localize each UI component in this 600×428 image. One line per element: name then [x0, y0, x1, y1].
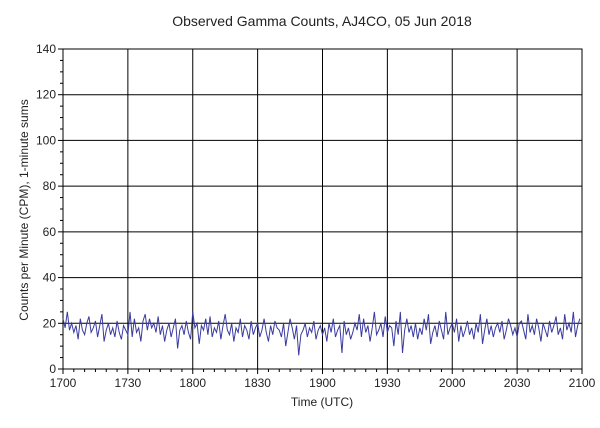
y-tick-label: 40 [43, 271, 57, 285]
x-tick-label: 1830 [244, 376, 271, 390]
y-axis-label: Counts per Minute (CPM), 1-minute sums [17, 99, 31, 320]
x-tick-label: 1730 [115, 376, 142, 390]
x-tick-label: 1930 [374, 376, 401, 390]
chart-title: Observed Gamma Counts, AJ4CO, 05 Jun 201… [172, 13, 472, 29]
plot-frame [62, 48, 583, 370]
y-tick-label: 100 [36, 133, 56, 147]
y-tick-label: 60 [43, 225, 57, 239]
x-tick-label: 1700 [50, 376, 77, 390]
series-line [62, 311, 581, 356]
x-tick-label: 1900 [309, 376, 336, 390]
x-tick-labels: 1700 1730 1800 1830 1900 1930 2000 2030 2100 [50, 376, 596, 390]
x-tick-label: 2030 [504, 376, 531, 390]
y-tick-label: 120 [36, 88, 56, 102]
y-tick-label: 80 [43, 179, 57, 193]
y-tick-label: 20 [43, 316, 57, 330]
y-tick-label: 0 [49, 362, 56, 376]
y-tick-label: 140 [36, 42, 56, 56]
x-axis-label: Time (UTC) [291, 395, 353, 409]
y-tick-labels: 0 20 40 60 80 100 120 140 [36, 42, 56, 376]
x-tick-label: 2100 [569, 376, 596, 390]
x-tick-label: 2000 [439, 376, 466, 390]
x-tick-label: 1800 [179, 376, 206, 390]
